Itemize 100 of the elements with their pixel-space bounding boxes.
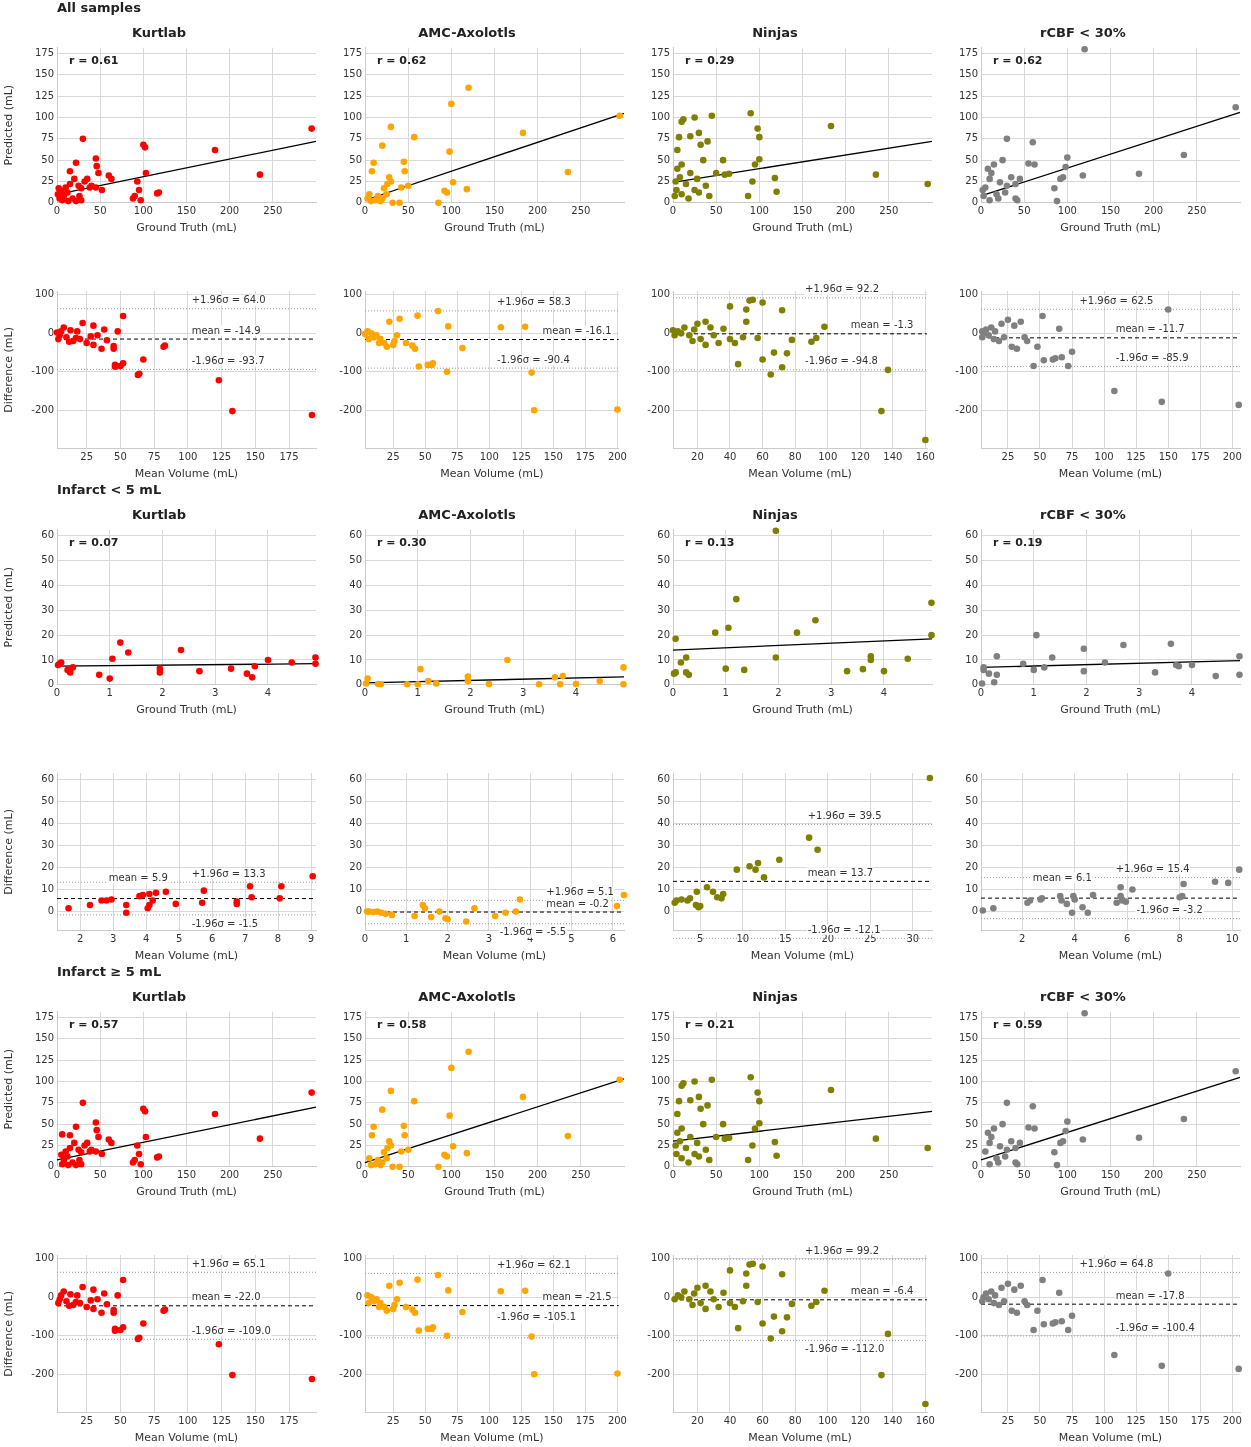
y-tick-label: 20 [41,861,54,873]
y-tick-label: 150 [342,1032,362,1044]
chart-title: rCBF < 30% [1040,25,1126,41]
ref-line-label: mean = -6.4 [850,1285,914,1297]
ref-line-label: +1.96σ = 64.8 [1079,1257,1154,1269]
y-tick-label: 50 [349,1117,362,1129]
x-axis-title: Mean Volume (mL) [750,949,855,963]
chart-title: Kurtlab [131,989,187,1005]
y-tick-label: 10 [965,653,978,665]
y-tick-label: 60 [965,529,978,541]
x-axis-title: Mean Volume (mL) [1058,467,1163,481]
x-tick-label: 250 [879,205,899,217]
y-tick-label: 30 [965,838,978,850]
x-tick-label: 50 [114,451,127,463]
y-tick-label: 125 [650,89,670,101]
y-tick-label: 100 [958,1075,978,1087]
chart-title: AMC-Axolotls [418,507,516,523]
x-tick-label: 4 [264,687,272,699]
x-tick-label: 100 [133,1169,153,1181]
y-tick-label: 0 [971,1290,978,1302]
y-tick-label: 10 [965,883,978,895]
x-tick-label: 25 [80,1415,94,1427]
x-tick-label: 75 [450,1415,464,1427]
x-tick-label: 50 [93,1169,107,1181]
text: Infarct ≥ 5 mL [57,964,162,979]
ref-line-label: +1.96σ = 13.3 [191,867,266,879]
y-tick-label: 0 [355,196,362,208]
y-tick-label: 0 [355,1160,362,1172]
y-tick-label: 10 [41,883,54,895]
x-tick-label: 200 [1144,205,1164,217]
y-tick-label: 150 [958,1032,978,1044]
y-tick-label: 60 [349,772,362,784]
x-axis-title: Mean Volume (mL) [134,949,239,963]
y-tick-label: 175 [958,1011,978,1023]
y-tick-label: 75 [965,1096,978,1108]
chart-title: AMC-Axolotls [418,25,516,41]
x-axis-title: Mean Volume (mL) [440,1431,544,1445]
y-tick-label: 40 [349,579,362,591]
y-tick-label: 20 [41,628,54,640]
x-tick-label: 6 [208,933,216,945]
y-tick-label: -200 [955,403,978,415]
y-tick-label: 10 [657,883,670,895]
x-tick-label: 25 [386,1415,400,1427]
y-tick-label: -100 [31,365,54,377]
y-tick-label: 50 [349,794,362,806]
x-tick-label: 4 [1188,687,1196,699]
y-tick-label: -100 [339,365,362,377]
x-tick-label: 150 [484,205,505,217]
ref-line-label: -1.96σ = -12.1 [807,923,881,935]
y-tick-label: 0 [971,1160,978,1172]
x-tick-label: 150 [792,205,813,217]
x-tick-label: 125 [212,451,232,463]
x-tick-label: 200 [528,205,548,217]
y-tick-label: -100 [647,365,670,377]
x-tick-label: 3 [520,687,527,699]
y-tick-label: 20 [349,861,362,873]
y-tick-label: 100 [650,288,670,300]
x-tick-label: 150 [484,1169,505,1181]
x-axis-title: Mean Volume (mL) [1058,1431,1163,1445]
x-tick-label: 100 [441,205,461,217]
x-tick-label: 60 [756,451,769,463]
x-tick-label: 120 [850,451,870,463]
x-tick-label: 20 [691,1415,704,1427]
y-axis-title: Difference (mL) [2,1291,16,1377]
y-tick-label: 175 [34,47,54,59]
y-tick-label: 0 [663,1290,670,1302]
annotation: r = 0.13 [685,535,735,549]
x-tick-label: 125 [511,451,531,463]
x-tick-label: 2 [1019,933,1026,945]
x-axis-title: Ground Truth (mL) [136,1185,237,1199]
y-tick-label: 100 [958,111,978,123]
y-tick-label: -200 [647,403,670,415]
x-tick-label: 100 [1094,1415,1114,1427]
y-tick-label: 20 [657,628,670,640]
x-tick-label: 150 [1158,1415,1178,1427]
y-tick-label: 60 [41,772,54,784]
y-tick-label: 175 [34,1011,54,1023]
y-tick-label: 125 [34,89,54,101]
x-axis-title: Mean Volume (mL) [134,467,239,481]
ref-line-label: mean = 13.7 [807,866,874,878]
annotation: r = 0.07 [69,535,119,549]
x-tick-label: 100 [818,451,838,463]
ref-line-label: mean = 6.1 [1032,871,1092,883]
y-tick-label: 0 [355,905,362,917]
x-tick-label: 160 [915,1415,935,1427]
x-tick-label: 3 [828,687,835,699]
x-tick-label: 150 [176,1169,197,1181]
x-axis-title: Mean Volume (mL) [134,1431,239,1445]
x-tick-label: 75 [450,451,464,463]
y-tick-label: 75 [657,1096,670,1108]
x-tick-label: 200 [220,205,240,217]
x-tick-label: 200 [1144,1169,1164,1181]
ref-line-label: mean = -0.2 [546,897,609,909]
x-tick-label: 100 [749,1169,769,1181]
ref-line-label: +1.96σ = 58.3 [496,296,571,308]
x-tick-label: 50 [709,1169,723,1181]
x-tick-label: 100 [441,1169,461,1181]
x-tick-label: 50 [93,205,107,217]
y-tick-label: 100 [34,111,54,123]
y-tick-label: 0 [971,326,978,338]
